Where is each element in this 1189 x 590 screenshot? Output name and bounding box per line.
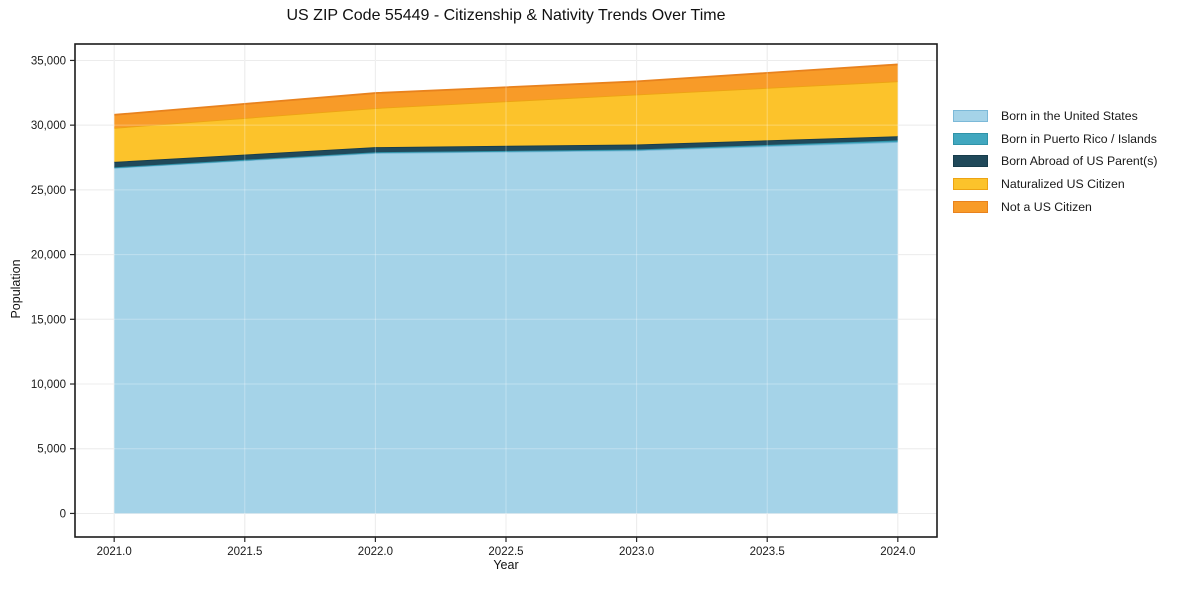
y-tick-label: 20,000 (31, 250, 66, 262)
legend-swatch-naturalized-us-citizen (953, 178, 988, 191)
legend-item-born-abroad-of-us-parent-s: Born Abroad of US Parent(s) (953, 154, 1158, 169)
y-tick-label: 30,000 (31, 120, 66, 132)
legend-swatch-born-abroad-of-us-parent-s (953, 155, 988, 168)
legend-item-not-a-us-citizen: Not a US Citizen (953, 201, 1158, 213)
y-tick-label: 35,000 (31, 55, 66, 67)
legend-label: Naturalized US Citizen (1001, 177, 1125, 192)
legend-swatch-not-a-us-citizen (953, 200, 988, 213)
y-axis-ticks: 0 5,000 10,000 15,000 20,000 25,000 30,000 35,0… (31, 55, 75, 520)
x-tick-label: 2022.0 (358, 546, 393, 558)
y-tick-label: 0 (60, 508, 66, 520)
x-tick-label: 2023.5 (750, 546, 785, 558)
legend-item-born-in-puerto-rico-islands: Born in Puerto Rico / Islands (953, 133, 1158, 145)
y-axis-label: Population (9, 259, 23, 319)
y-tick-label: 15,000 (31, 314, 66, 326)
x-tick-label: 2021.0 (97, 546, 132, 558)
area-not-a-us-citizen (114, 64, 898, 128)
area-born-abroad-of-us-parent-s (114, 136, 898, 168)
legend-label: Born in the United States (1001, 109, 1138, 123)
area-naturalized-us-citizen (114, 81, 898, 162)
grid-overlay (75, 44, 937, 537)
y-tick-label: 25,000 (31, 185, 66, 197)
x-tick-label: 2024.0 (880, 546, 915, 558)
x-tick-label: 2023.0 (619, 546, 654, 558)
area-series-group (114, 63, 898, 514)
boundary-line-born-abroad-of-us-parent-s (114, 135, 898, 163)
x-axis-label: Year (493, 558, 519, 572)
x-tick-label: 2022.5 (488, 546, 523, 558)
legend-item-born-in-the-united-states: Born in the United States (953, 110, 1158, 122)
legend-swatch-born-in-puerto-rico-islands (953, 132, 988, 145)
legend-label: Born Abroad of US Parent(s) (1001, 154, 1158, 169)
chart-title: US ZIP Code 55449 - Citizenship & Nativi… (286, 7, 726, 24)
y-tick-label: 10,000 (31, 379, 66, 391)
x-axis-ticks: 2021.0 2021.5 2022.0 2022.5 2023.0 2023.5 2024… (97, 537, 915, 558)
y-tick-label: 5,000 (37, 444, 66, 456)
legend-label: Born in Puerto Rico / Islands (1001, 131, 1157, 146)
boundary-line-not-a-us-citizen (114, 63, 898, 116)
legend: Born in the United States Born in Puerto … (953, 110, 1158, 223)
area-born-in-the-united-states (114, 141, 898, 514)
legend-swatch-born-in-the-united-states (953, 110, 988, 122)
legend-item-naturalized-us-citizen: Naturalized US Citizen (953, 178, 1158, 190)
legend-label: Not a US Citizen (1001, 199, 1092, 214)
x-tick-label: 2021.5 (227, 546, 262, 558)
